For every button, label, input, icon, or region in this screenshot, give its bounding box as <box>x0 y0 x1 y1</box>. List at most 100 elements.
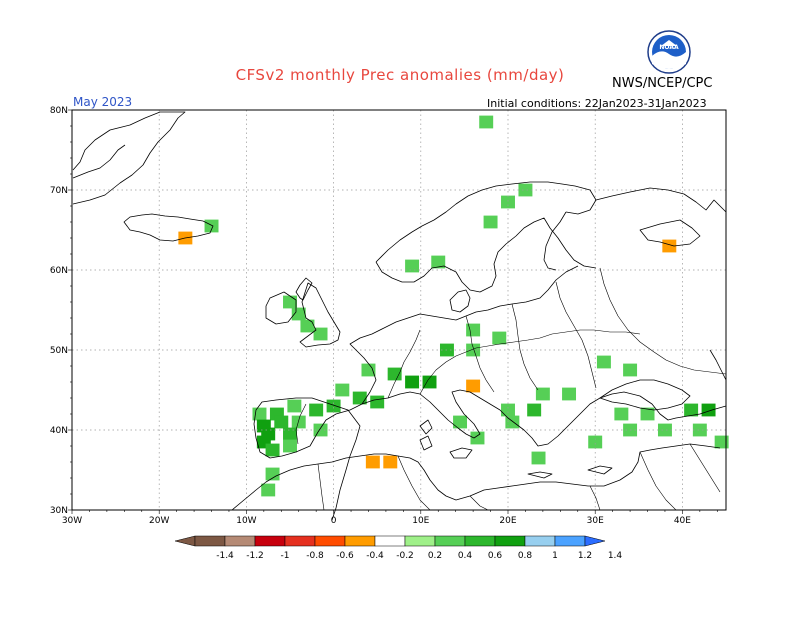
legend-label: 1 <box>552 551 558 561</box>
legend-swatch <box>284 535 316 547</box>
anomaly-cell <box>535 347 550 361</box>
anomaly-cell <box>287 399 302 413</box>
anomaly-cell <box>283 439 297 453</box>
anomaly-cell <box>649 451 664 465</box>
anomaly-cell <box>479 115 494 129</box>
anomaly-cell <box>204 219 219 233</box>
anomaly-cell <box>518 183 533 197</box>
lat-label: 30N <box>50 506 68 516</box>
anomaly-cell <box>274 415 289 429</box>
legend-swatch <box>554 535 586 547</box>
lon-label: 40E <box>674 516 691 526</box>
lon-label: 20E <box>499 516 516 526</box>
legend-swatch <box>524 535 556 547</box>
anomaly-cell <box>662 239 677 253</box>
anomaly-cell <box>291 415 306 429</box>
anomaly-cell <box>313 327 328 341</box>
anomaly-cell <box>714 435 729 449</box>
agency-label: NWS/NCEP/CPC <box>612 76 713 91</box>
lat-label: 50N <box>50 346 68 356</box>
anomaly-cell <box>352 391 367 405</box>
legend-swatch <box>224 535 256 547</box>
anomaly-cell <box>675 231 690 245</box>
anomaly-cell <box>470 431 485 445</box>
anomaly-cell <box>165 227 180 241</box>
legend-label: 1.2 <box>578 551 592 561</box>
anomaly-cell <box>326 399 341 413</box>
anomaly-cell <box>265 443 280 457</box>
anomaly-cell <box>631 239 646 253</box>
axis-ticks <box>68 109 718 514</box>
anomaly-cell <box>644 463 659 477</box>
legend-label: -1 <box>281 551 290 561</box>
anomaly-cell <box>492 331 507 345</box>
anomaly-cell <box>535 387 550 401</box>
anomaly-cell <box>300 319 315 333</box>
anomaly-cell <box>684 403 699 417</box>
color-legend: -1.4 -1.2 -1 -0.8 -0.6 -0.4 -0.2 0.2 0.4 0.6 0.8 1 1… <box>174 535 623 561</box>
lat-label: 80N <box>50 106 68 116</box>
chart-title: CFSv2 monthly Prec anomalies (mm/day) <box>235 66 565 84</box>
legend-label: -1.2 <box>246 551 264 561</box>
legend-swatch <box>194 535 226 547</box>
legend-swatch <box>344 535 376 547</box>
anomaly-cell <box>378 247 393 261</box>
anomaly-cell <box>623 363 638 377</box>
legend-label: -0.6 <box>336 551 354 561</box>
anomaly-cell <box>431 255 446 269</box>
anomaly-cell <box>487 383 502 397</box>
legend-label: 0.4 <box>458 551 473 561</box>
legend-label: -0.4 <box>366 551 384 561</box>
lon-label: 30W <box>62 516 82 526</box>
anomaly-cell <box>453 415 468 429</box>
anomaly-cell <box>649 231 664 245</box>
legend-swatch <box>404 535 436 547</box>
lat-label: 40N <box>50 426 68 436</box>
noaa-logo: NOAA <box>647 30 691 74</box>
legend-label: -1.4 <box>216 551 234 561</box>
anomaly-cell <box>666 275 681 289</box>
anomaly-cell <box>640 407 655 421</box>
lon-labels: 30W 20W 10W 0 10E 20E 30E 40E <box>62 516 691 526</box>
anomaly-cell <box>335 383 350 397</box>
legend-label: -0.2 <box>396 551 414 561</box>
anomaly-cell <box>588 435 603 449</box>
anomaly-cell <box>405 259 420 273</box>
anomaly-cell <box>692 423 707 437</box>
anomaly-cell <box>501 403 515 417</box>
legend-label: 0.2 <box>428 551 442 561</box>
lon-label: 0 <box>331 516 337 526</box>
anomaly-cell <box>265 467 280 481</box>
lon-label: 10E <box>412 516 429 526</box>
anomaly-cell <box>396 239 411 253</box>
anomaly-cell <box>588 299 603 313</box>
anomaly-cells <box>165 115 729 497</box>
legend-arrow-low <box>174 535 196 547</box>
legend-swatch <box>464 535 496 547</box>
lat-label: 60N <box>50 266 68 276</box>
anomaly-cell <box>575 211 590 225</box>
coastlines <box>72 111 727 521</box>
anomaly-cell <box>309 403 324 417</box>
anomaly-cell <box>657 423 672 437</box>
lat-labels: 80N 70N 60N 50N 40N 30N <box>50 106 68 516</box>
legend-swatch <box>434 535 466 547</box>
anomaly-cell <box>330 463 345 477</box>
anomaly-cell <box>291 307 306 321</box>
anomaly-cell <box>505 379 520 393</box>
anomaly-cell <box>361 363 376 377</box>
legend-swatch <box>314 535 346 547</box>
anomaly-cell <box>261 483 276 497</box>
legend-label: -0.8 <box>306 551 324 561</box>
anomaly-cell <box>614 407 629 421</box>
anomaly-cell <box>501 195 515 209</box>
legend-label: 1.4 <box>608 551 623 561</box>
anomaly-cell <box>701 403 716 417</box>
anomaly-cell <box>431 283 446 297</box>
anomaly-cell <box>457 275 472 289</box>
initial-conditions-label: Initial conditions: 22Jan2023-31Jan2023 <box>487 97 707 110</box>
anomaly-cell <box>348 459 363 473</box>
svg-text:NOAA: NOAA <box>659 44 679 51</box>
anomaly-cell <box>365 455 380 469</box>
